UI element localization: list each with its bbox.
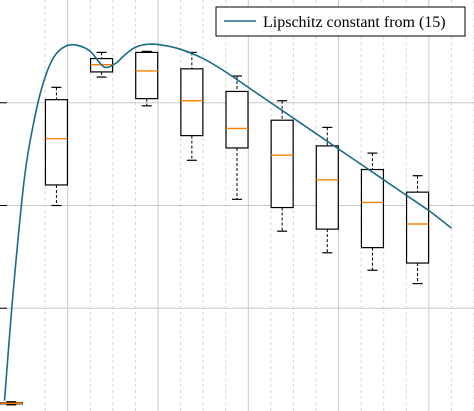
box-series: [0, 50, 430, 406]
box-iqr: [360, 168, 385, 249]
box-10: [405, 175, 430, 285]
box-iqr: [405, 191, 430, 264]
box-9: [360, 152, 385, 271]
box-iqr: [44, 99, 69, 186]
box-8: [315, 126, 339, 254]
legend: Lipschitz constant from (15): [215, 6, 466, 37]
lipschitz-line: [3, 43, 452, 401]
box-iqr: [225, 90, 249, 149]
box-2: [44, 86, 69, 207]
box-5: [180, 51, 204, 161]
box-iqr: [180, 68, 204, 137]
box-7: [270, 100, 294, 232]
box-iqr: [270, 119, 294, 209]
box-iqr: [135, 51, 159, 100]
legend-box: [215, 6, 466, 37]
box-4: [135, 50, 159, 107]
box-iqr: [315, 145, 339, 230]
lipschitz-line-series: [3, 43, 452, 401]
legend-label: Lipschitz constant from (15): [263, 14, 446, 31]
box-6: [225, 75, 249, 200]
box-1: [0, 401, 23, 406]
